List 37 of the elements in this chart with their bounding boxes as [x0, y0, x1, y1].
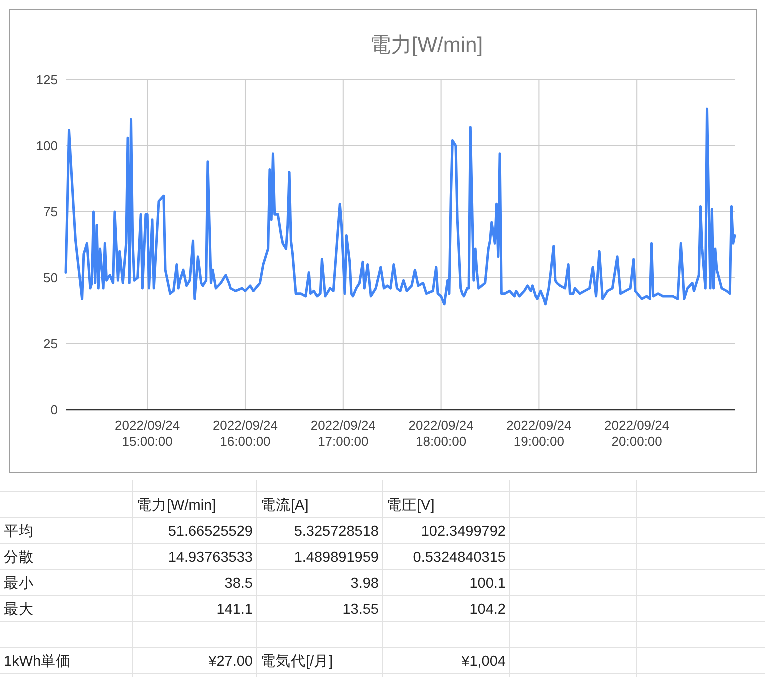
line-series [64, 108, 736, 306]
x-tick-label: 2022/09/24 18:00:00 [408, 418, 474, 449]
text: 14.93763533 [168, 550, 253, 566]
x-tick-label: 2022/09/24 19:00:00 [506, 418, 572, 449]
text: 電流[A] [261, 497, 309, 514]
text: 102.3499792 [421, 524, 506, 540]
text: 51.66525529 [168, 524, 253, 540]
chart-title: 電力[W/min] [370, 34, 484, 57]
text: 電力[W/min] [137, 497, 216, 514]
text: 最大 [4, 601, 34, 618]
y-tick-label: 50 [44, 270, 58, 286]
y-tick-label: 25 [44, 336, 58, 352]
text: 104.2 [470, 602, 506, 618]
y-tick-label: 100 [36, 138, 58, 154]
x-tick-label: 2022/09/24 17:00:00 [310, 418, 376, 449]
x-tick-label: 2022/09/24 16:00:00 [212, 418, 278, 449]
text: 141.1 [216, 602, 253, 618]
text: ¥1,004 [460, 654, 506, 670]
text: 1.489891959 [294, 550, 379, 566]
text: 38.5 [224, 576, 253, 592]
text: 3.98 [350, 576, 379, 592]
text: 0.5324840315 [413, 550, 506, 566]
text: 電圧[V] [387, 498, 435, 514]
y-tick-label: 0 [50, 402, 58, 418]
text: ¥27.00 [208, 654, 253, 670]
text: 13.55 [342, 602, 379, 618]
x-tick-label: 2022/09/24 20:00:00 [604, 418, 670, 449]
y-tick-label: 125 [36, 72, 58, 88]
y-tick-label: 75 [44, 204, 58, 220]
text: 平均 [4, 523, 34, 540]
text: 最小 [4, 575, 34, 592]
x-tick-label: 2022/09/24 15:00:00 [115, 418, 180, 449]
text: 1kWh単価 [4, 654, 72, 670]
text: 5.325728518 [294, 524, 379, 540]
text: 分散 [4, 549, 34, 566]
text: 100.1 [470, 576, 506, 592]
text: 電気代[/月] [261, 654, 334, 670]
